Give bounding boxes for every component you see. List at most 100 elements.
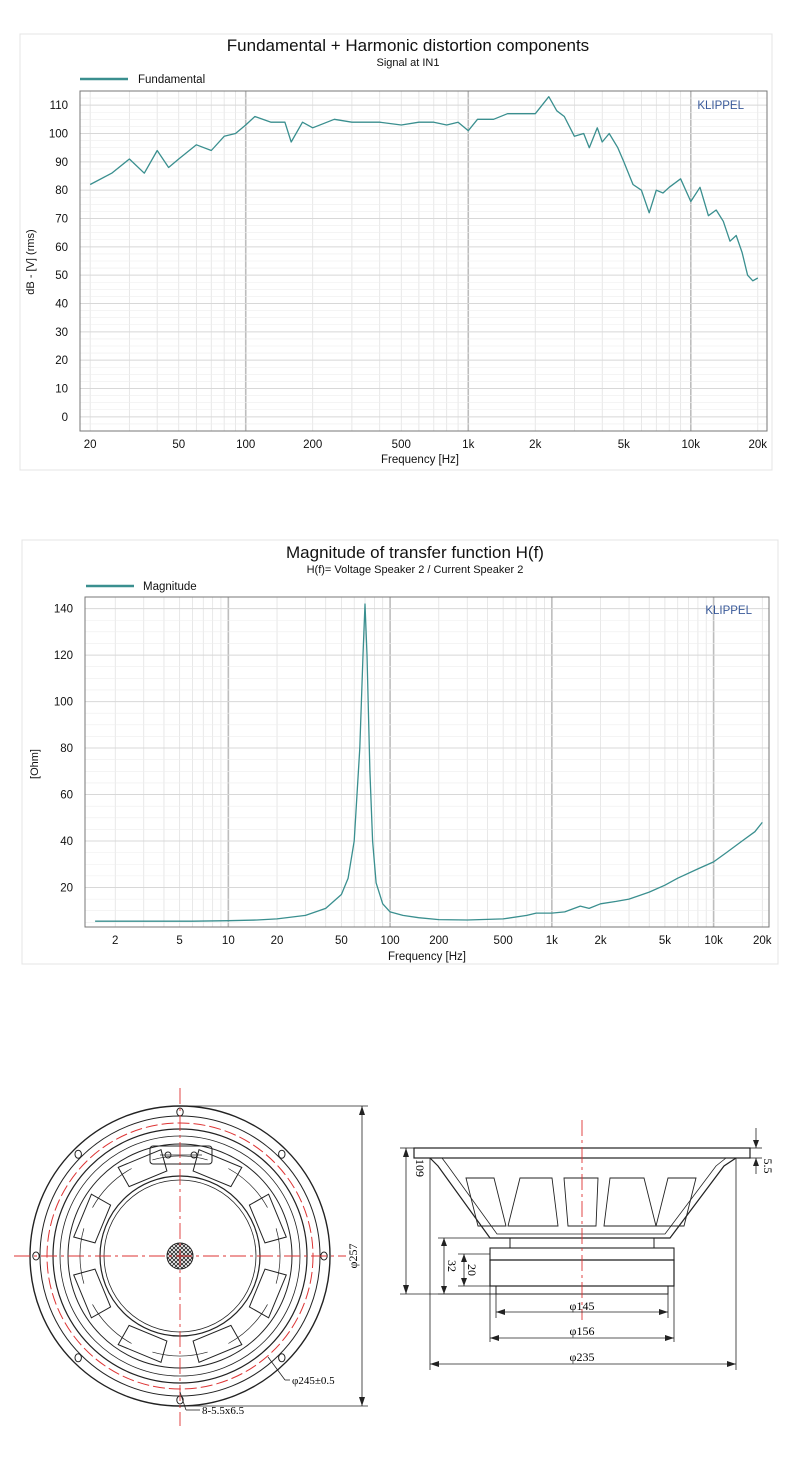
- x-tick-label: 2k: [594, 935, 606, 947]
- x-tick-label: 20k: [749, 439, 768, 451]
- dim-bolt-circle: φ245±0.5: [292, 1375, 335, 1387]
- mounting-hole: [278, 1149, 286, 1159]
- x-tick-label: 20k: [753, 935, 772, 947]
- basket-rib: [92, 1304, 132, 1344]
- y-tick-label: 60: [55, 242, 68, 254]
- basket-window: [248, 1193, 287, 1244]
- dim-235: φ235: [570, 1350, 595, 1364]
- x-tick-label: 10k: [704, 935, 723, 947]
- basket-window: [192, 1149, 243, 1188]
- basket-rib: [92, 1168, 132, 1208]
- x-tick-label: 10: [222, 935, 235, 947]
- dim-holes: 8-5.5x6.5: [202, 1405, 245, 1417]
- y-tick-label: 40: [60, 836, 73, 848]
- y-tick-label: 20: [60, 882, 73, 894]
- basket-window: [73, 1193, 112, 1244]
- y-axis-label: dB - [V] (rms): [25, 229, 37, 294]
- series-layer: [95, 603, 763, 922]
- mounting-hole: [74, 1149, 82, 1159]
- legend-label: Fundamental: [138, 74, 205, 86]
- x-tick-labels: 2 5 10 20 50 100 200 500 1k 2k 5k 10k 20k: [112, 935, 772, 947]
- x-tick-labels: 20 50 100 200 500 1k 2k 5k 10k 20k: [84, 439, 768, 451]
- x-tick-label: 1k: [462, 439, 474, 451]
- basket-window: [73, 1268, 112, 1319]
- side-view: 109 5.5 32 20 φ145 φ156 φ235: [400, 1120, 775, 1370]
- x-tick-label: 2: [112, 935, 118, 947]
- chart-title: Magnitude of transfer function H(f): [286, 543, 544, 562]
- x-tick-label: 2k: [529, 439, 541, 451]
- x-tick-label: 5k: [659, 935, 671, 947]
- y-tick-label: 80: [60, 743, 73, 755]
- mounting-hole: [278, 1353, 286, 1363]
- plot-border: [79, 90, 768, 432]
- basket-window: [192, 1324, 243, 1363]
- y-tick-label: 110: [50, 100, 68, 112]
- impedance-chart: Magnitude of transfer function H(f) H(f)…: [21, 539, 779, 965]
- y-tick-label: 70: [55, 214, 68, 226]
- front-view: φ257 φ245±0.5 8-5.5x6.5: [14, 1088, 368, 1426]
- y-tick-label: 30: [55, 327, 68, 339]
- basket-rib: [228, 1168, 268, 1208]
- y-tick-label: 10: [55, 384, 68, 396]
- chart-title: Fundamental + Harmonic distortion compon…: [227, 36, 589, 55]
- x-tick-label: 500: [392, 439, 411, 451]
- y-tick-labels: 0 10 20 30 40 50 60 70 80 90 100 110: [49, 100, 68, 424]
- x-tick-label: 1k: [546, 935, 558, 947]
- x-tick-label: 20: [271, 935, 284, 947]
- chart-frame: [19, 33, 773, 471]
- grid: [85, 596, 769, 927]
- basket-window: [248, 1268, 287, 1319]
- x-tick-label: 5: [176, 935, 182, 947]
- x-axis-label: Frequency [Hz]: [381, 454, 459, 466]
- chart-subtitle: H(f)= Voltage Speaker 2 / Current Speake…: [307, 564, 524, 576]
- y-tick-labels: 20 40 60 80 100 120 140: [54, 604, 73, 895]
- speaker-drawing: φ257 φ245±0.5 8-5.5x6.5 109 5.5: [14, 1088, 775, 1426]
- grid: [80, 90, 767, 432]
- x-tick-label: 200: [429, 935, 448, 947]
- series-line: [95, 603, 763, 922]
- dim-flange-thickness: 5.5: [761, 1159, 775, 1174]
- dim-magnet: 20: [465, 1264, 479, 1276]
- series-layer: [89, 96, 759, 282]
- basket-window: [117, 1324, 168, 1363]
- dim-156: φ156: [570, 1324, 595, 1338]
- y-axis-label: [Ohm]: [29, 749, 41, 779]
- x-axis-label: Frequency [Hz]: [388, 951, 466, 963]
- y-tick-label: 120: [54, 650, 73, 662]
- dim-magnet-height: 32: [445, 1260, 459, 1272]
- y-tick-label: 90: [55, 157, 68, 169]
- chart-frame: [21, 539, 779, 965]
- y-tick-label: 0: [62, 412, 68, 424]
- watermark: KLIPPEL: [705, 605, 752, 617]
- watermark: KLIPPEL: [697, 100, 744, 112]
- mounting-holes: [32, 1107, 328, 1405]
- y-tick-label: 100: [49, 129, 68, 141]
- x-tick-label: 20: [84, 439, 97, 451]
- basket-window: [117, 1149, 168, 1188]
- x-tick-label: 500: [494, 935, 513, 947]
- dim-outer-diameter: φ257: [346, 1244, 360, 1269]
- x-tick-label: 50: [335, 935, 348, 947]
- y-tick-label: 140: [54, 604, 73, 616]
- x-tick-label: 50: [172, 439, 185, 451]
- series-line: [89, 96, 759, 282]
- y-tick-label: 80: [55, 185, 68, 197]
- y-tick-label: 40: [55, 299, 68, 311]
- dim-145: φ145: [570, 1299, 595, 1313]
- y-tick-label: 60: [60, 790, 73, 802]
- distortion-chart: Fundamental + Harmonic distortion compon…: [19, 33, 773, 471]
- x-tick-label: 100: [380, 935, 399, 947]
- chart-subtitle: Signal at IN1: [377, 57, 440, 69]
- x-tick-label: 200: [303, 439, 322, 451]
- y-tick-label: 100: [54, 697, 73, 709]
- basket-rib: [228, 1304, 268, 1344]
- mounting-hole: [74, 1353, 82, 1363]
- basket-rib: [152, 1351, 208, 1357]
- y-tick-label: 20: [55, 355, 68, 367]
- x-tick-label: 5k: [618, 439, 630, 451]
- legend-label: Magnitude: [143, 581, 197, 593]
- x-tick-label: 100: [236, 439, 255, 451]
- dim-height: 109: [413, 1159, 427, 1177]
- x-tick-label: 10k: [682, 439, 701, 451]
- plot-border: [84, 596, 770, 928]
